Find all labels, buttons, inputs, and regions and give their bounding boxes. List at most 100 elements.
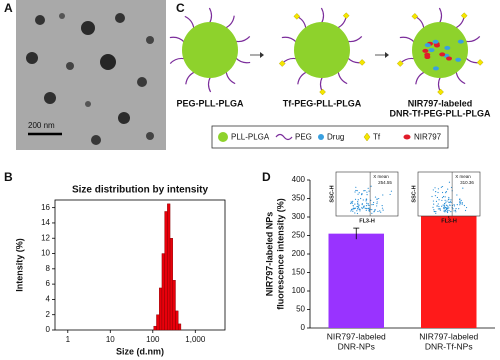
peg-chain bbox=[225, 15, 235, 29]
inset-dot bbox=[437, 188, 440, 190]
inset-dot bbox=[374, 209, 376, 211]
inset-dot bbox=[377, 210, 379, 213]
y-tick-label: 16 bbox=[41, 203, 50, 212]
inset-frame bbox=[335, 171, 399, 217]
inset-dot bbox=[364, 189, 366, 192]
inset-dot bbox=[356, 190, 358, 192]
y-axis-label: NIR797-labeled NPs bbox=[264, 212, 274, 297]
inset-dot bbox=[372, 203, 374, 206]
inset-dot bbox=[357, 199, 359, 201]
inset-dot bbox=[447, 205, 449, 207]
inset-dot bbox=[365, 207, 368, 210]
inset-dot bbox=[361, 206, 363, 209]
particle bbox=[146, 36, 154, 44]
inset-dot bbox=[374, 196, 377, 198]
tem-image: 200 nm bbox=[16, 0, 166, 150]
inset-dot bbox=[446, 208, 449, 210]
inset-dot bbox=[376, 205, 378, 207]
inset-dot bbox=[437, 208, 439, 210]
peg-chain bbox=[169, 36, 185, 43]
inset-dot bbox=[446, 204, 448, 207]
inset-dot bbox=[359, 208, 361, 211]
inset-dot bbox=[368, 204, 370, 207]
inset-dot bbox=[366, 202, 368, 204]
nir797 bbox=[439, 52, 446, 57]
tf-ligand bbox=[342, 12, 350, 20]
histogram-bar bbox=[161, 253, 165, 331]
inset-dot bbox=[354, 203, 356, 205]
x-axis-label: Size (d.nm) bbox=[116, 346, 164, 356]
inset-dot bbox=[357, 206, 360, 208]
inset-dot bbox=[357, 202, 359, 204]
particle bbox=[118, 112, 130, 124]
inset-dot bbox=[357, 200, 359, 203]
bar bbox=[421, 213, 477, 328]
inset-dot bbox=[442, 204, 444, 206]
inset-dot bbox=[390, 190, 393, 192]
inset-dot bbox=[389, 193, 391, 196]
inset-dot bbox=[445, 201, 447, 203]
inset-dot bbox=[459, 204, 461, 206]
inset-dot bbox=[461, 203, 463, 205]
inset-dot bbox=[434, 187, 436, 189]
inset-dot bbox=[378, 197, 380, 200]
diagram-caption: PEG-PLL-PLGA bbox=[177, 98, 244, 108]
drug bbox=[432, 66, 439, 71]
y-tick-label: 100 bbox=[292, 286, 306, 295]
inset-dot bbox=[355, 186, 357, 188]
inset-dot bbox=[356, 210, 358, 212]
inset-dot bbox=[458, 208, 460, 210]
panel-label: D bbox=[262, 170, 271, 184]
inset-dot bbox=[445, 208, 448, 210]
inset-dot bbox=[446, 211, 449, 214]
particle bbox=[146, 132, 154, 140]
inset-dot bbox=[364, 207, 366, 209]
inset-dot bbox=[350, 202, 352, 205]
inset-dot bbox=[434, 210, 436, 213]
inset-dot bbox=[370, 185, 372, 187]
drug bbox=[424, 43, 431, 48]
inset-dot bbox=[365, 200, 367, 202]
inset-dot bbox=[453, 204, 455, 206]
bar bbox=[328, 233, 384, 328]
inset-y-label: SSC-H bbox=[329, 185, 335, 202]
x-tick-label: NIR797-labeled bbox=[327, 331, 386, 341]
histogram-bar bbox=[177, 323, 182, 331]
histogram-bar bbox=[153, 325, 157, 331]
inset-dot bbox=[363, 190, 365, 192]
inset-dot bbox=[376, 202, 378, 205]
inset-dot bbox=[361, 203, 363, 206]
arrow-head bbox=[385, 52, 389, 58]
inset-dot bbox=[352, 207, 355, 209]
y-tick-label: 200 bbox=[292, 249, 306, 258]
inset-dot bbox=[376, 201, 378, 203]
inset-dot bbox=[454, 209, 457, 212]
peg-chain bbox=[465, 36, 481, 43]
inset-dot bbox=[437, 191, 439, 194]
inset-dot bbox=[354, 207, 356, 209]
inset-dot bbox=[376, 198, 378, 200]
inset-dot bbox=[366, 194, 368, 196]
particle bbox=[44, 92, 56, 104]
inset-dot bbox=[357, 208, 359, 210]
histogram-bar bbox=[156, 314, 160, 331]
y-axis-label: Intensity (%) bbox=[14, 238, 24, 292]
inset-dot bbox=[380, 211, 382, 213]
panel-label: C bbox=[176, 1, 185, 15]
tf-ligand bbox=[437, 88, 444, 96]
inset-dot bbox=[370, 199, 372, 201]
inset-dot bbox=[456, 194, 458, 196]
diagram: PEG-PLL-PLGA Tf-PEG-PLL-PLGA NIR797-labele… bbox=[169, 7, 491, 149]
inset-dot bbox=[438, 199, 440, 201]
peg-chain bbox=[320, 7, 325, 24]
peg-chain bbox=[281, 36, 297, 43]
inset-x-label: FL3-H bbox=[441, 218, 457, 224]
particle bbox=[137, 77, 147, 87]
diagram-caption: Tf-PEG-PLL-PLGA bbox=[283, 98, 362, 108]
inset-dot bbox=[358, 192, 360, 194]
inset-dot bbox=[459, 202, 461, 204]
inset-dot bbox=[365, 205, 368, 207]
inset-dot bbox=[432, 200, 434, 202]
histogram-bar bbox=[164, 211, 168, 331]
inset-dot bbox=[448, 210, 450, 212]
